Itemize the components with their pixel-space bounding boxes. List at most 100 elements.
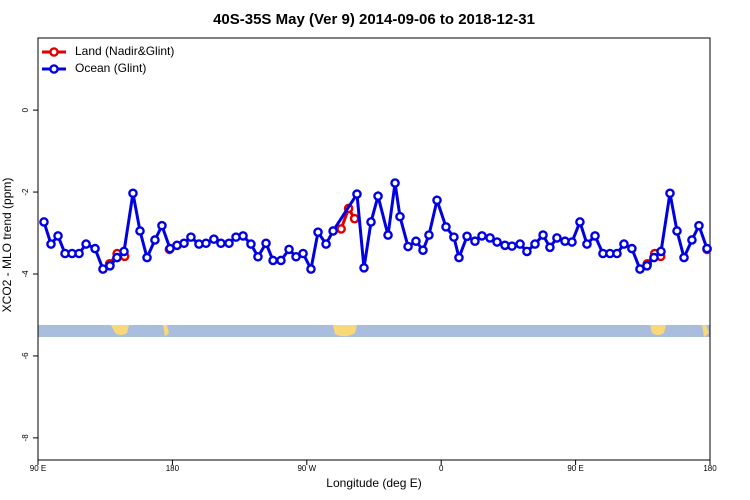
data-point — [477, 231, 487, 241]
x-tick-label: 90 E — [30, 464, 46, 473]
y-axis-label: XCO2 - MLO trend (ppm) — [0, 178, 14, 313]
data-point — [403, 241, 413, 252]
data-point — [349, 213, 360, 224]
data-point — [179, 238, 189, 249]
data-point — [46, 239, 56, 249]
land-blob — [650, 325, 666, 335]
y-tick-label: -2 — [21, 188, 30, 196]
data-point — [552, 233, 562, 243]
data-point — [336, 224, 346, 234]
data-point — [694, 220, 704, 231]
data-point — [649, 252, 659, 263]
land-blob — [111, 325, 129, 335]
data-point — [411, 236, 421, 247]
x-tick-label: 90 E — [567, 464, 583, 473]
y-tick-label: -8 — [21, 434, 30, 442]
data-point — [485, 233, 495, 243]
data-point — [224, 238, 234, 249]
data-point — [201, 238, 211, 249]
x-axis-label: Longitude (deg E) — [326, 476, 421, 490]
data-point — [81, 239, 91, 249]
data-point — [128, 188, 138, 199]
data-point — [627, 243, 637, 254]
data-point — [135, 226, 145, 236]
data-point — [679, 252, 689, 263]
data-point — [284, 244, 294, 255]
data-point — [246, 239, 256, 249]
data-point — [575, 217, 585, 227]
data-point — [665, 188, 675, 199]
data-point — [186, 232, 196, 242]
data-point — [298, 248, 308, 259]
chart-title: 40S-35S May (Ver 9) 2014-09-06 to 2018-1… — [213, 11, 535, 28]
data-point — [142, 252, 152, 263]
data-point — [522, 246, 532, 257]
data-point — [462, 231, 472, 242]
data-point — [619, 239, 629, 249]
data-point — [515, 239, 525, 249]
data-point — [590, 231, 600, 241]
data-point — [373, 191, 383, 201]
land-blob — [333, 325, 357, 337]
data-point — [545, 242, 555, 253]
data-point — [253, 251, 263, 262]
land-blob — [702, 325, 709, 337]
x-tick-label: 90 W — [297, 464, 316, 473]
data-point — [432, 195, 442, 206]
data-point — [157, 220, 167, 231]
data-point — [53, 231, 63, 241]
data-point — [492, 237, 502, 247]
data-point — [321, 239, 331, 249]
data-point — [656, 246, 666, 257]
data-point — [90, 243, 100, 254]
data-point — [39, 217, 49, 227]
data-point — [276, 255, 286, 266]
legend-label: Land (Nadir&Glint) — [75, 44, 174, 58]
data-point — [672, 226, 682, 236]
y-tick-label: -6 — [21, 352, 30, 360]
data-point — [390, 178, 400, 188]
data-point — [150, 235, 160, 245]
data-point — [441, 222, 451, 232]
x-tick-label: 180 — [166, 464, 180, 473]
data-point — [470, 236, 480, 247]
data-point — [702, 243, 712, 254]
land-strip — [38, 325, 710, 337]
data-point — [449, 232, 459, 242]
data-point — [352, 189, 362, 199]
legend-marker — [49, 64, 59, 74]
data-point — [687, 235, 697, 245]
data-point — [112, 252, 122, 263]
data-point — [238, 231, 248, 241]
x-tick-label: 0 — [439, 464, 444, 473]
data-point — [209, 234, 219, 244]
x-tick-label: 180 — [703, 464, 717, 473]
data-point — [454, 252, 464, 263]
data-point — [74, 248, 84, 259]
data-point — [216, 238, 226, 249]
data-point — [383, 230, 393, 240]
land-blob — [163, 325, 169, 337]
data-point — [105, 260, 115, 271]
data-point — [313, 227, 323, 238]
data-point — [567, 237, 577, 247]
legend-marker — [49, 47, 59, 57]
land-mask — [38, 325, 710, 337]
y-tick-label: -4 — [21, 270, 30, 278]
data-point — [612, 248, 622, 259]
data-point — [268, 255, 278, 266]
data-point — [395, 211, 405, 222]
data-point — [418, 245, 428, 256]
data-point — [328, 226, 338, 236]
data-point — [261, 238, 271, 249]
data-point — [582, 239, 592, 249]
data-point — [119, 246, 129, 257]
data-point — [306, 264, 316, 274]
data-point — [507, 241, 517, 251]
data-point — [538, 230, 548, 240]
y-tick-label: 0 — [21, 107, 30, 112]
data-point — [424, 230, 434, 240]
legend-label: Ocean (Glint) — [75, 61, 146, 75]
data-point — [642, 260, 652, 271]
